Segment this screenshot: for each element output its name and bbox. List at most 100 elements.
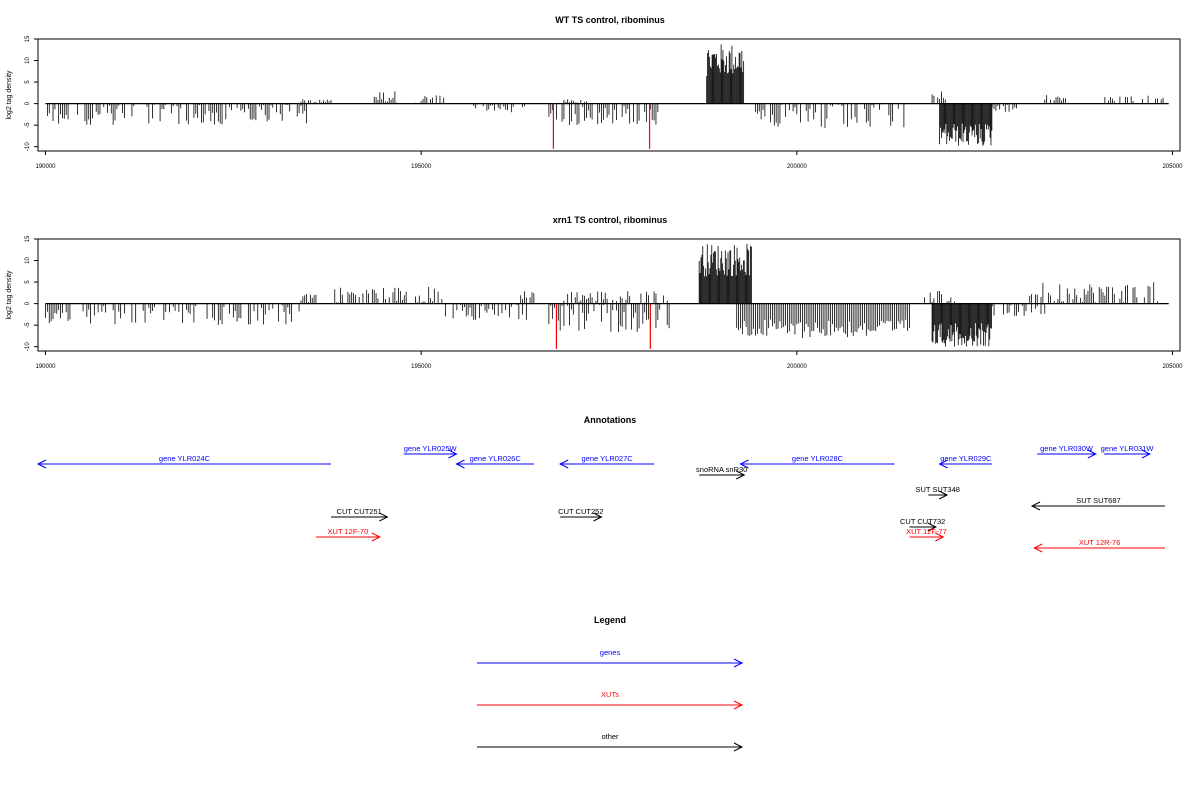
y-tick-label: -5 — [25, 322, 31, 328]
feature-label: XUT 12F-70 — [328, 527, 369, 536]
feature-label: gene YLR026C — [470, 454, 522, 463]
xrn1-y-axis: 15 10 5 0 -5 -10 — [25, 235, 38, 351]
legend-entry: genes — [477, 648, 744, 668]
feature-arrowhead — [1087, 449, 1097, 459]
y-tick-label: 5 — [25, 80, 31, 84]
feature-arrowhead — [1030, 501, 1041, 511]
feature-arrowhead — [379, 512, 389, 522]
legend-title: Legend — [594, 615, 626, 625]
feature-arrowhead — [736, 470, 746, 480]
xrn1-y-axis-label: log2 tag density — [6, 270, 13, 320]
xrn1-panel: xrn1 TS control, ribominus log2 tag dens… — [6, 215, 1183, 370]
wt-panel-title: WT TS control, ribominus — [555, 15, 665, 25]
feature-label: XUT 12R-76 — [1079, 538, 1121, 547]
feature-label: CUT CUT251 — [337, 507, 382, 516]
wt-panel: WT TS control, ribominus log2 tag densit… — [6, 15, 1183, 170]
legend-entry: other — [477, 732, 744, 752]
feature-label: gene YLR027C — [582, 454, 634, 463]
feature-label: gene YLR028C — [792, 454, 844, 463]
wt-plot-frame — [37, 38, 1181, 152]
feature-arrowhead — [1033, 543, 1043, 553]
annotation-feature: CUT CUT252 — [558, 507, 603, 522]
feature-label: SUT SUT348 — [915, 485, 959, 494]
feature-label: gene YLR029C — [940, 454, 992, 463]
feature-label: gene YLR025W — [404, 444, 458, 453]
y-tick-label: 5 — [25, 280, 31, 284]
xrn1-panel-title: xrn1 TS control, ribominus — [553, 215, 668, 225]
feature-label: CUT CUT732 — [900, 517, 945, 526]
legend-arrowhead — [733, 700, 744, 710]
y-tick-label: 0 — [25, 301, 31, 305]
feature-arrowhead — [927, 522, 937, 532]
feature-arrowhead — [371, 532, 381, 542]
x-tick-label: 195000 — [411, 364, 432, 370]
xrn1-x-axis: 190000 195000 200000 205000 — [35, 351, 1183, 370]
feature-label: gene YLR024C — [159, 454, 211, 463]
annotation-feature: SUT SUT687 — [1030, 496, 1165, 511]
wt-y-axis: 15 10 5 0 -5 -10 — [25, 35, 38, 151]
y-tick-label: 15 — [25, 235, 31, 242]
annotation-feature: snoRNA snR30 — [696, 465, 747, 480]
annotation-feature: XUT 12F-77 — [906, 527, 947, 542]
legend-arrowhead — [733, 742, 744, 752]
y-tick-label: 10 — [25, 257, 31, 264]
feature-arrowhead — [938, 490, 949, 500]
x-tick-label: 200000 — [787, 364, 808, 370]
feature-label: SUT SUT687 — [1076, 496, 1120, 505]
annotation-feature: gene YLR024C — [36, 454, 332, 469]
feature-label: XUT 12F-77 — [906, 527, 947, 536]
annotation-feature: gene YLR026C — [455, 454, 534, 469]
legend-arrowhead — [733, 658, 744, 668]
annotations-title: Annotations — [584, 415, 637, 425]
feature-label: CUT CUT252 — [558, 507, 603, 516]
y-tick-label: -5 — [25, 122, 31, 128]
legend-label: other — [601, 732, 619, 741]
annotation-feature: gene YLR031W — [1101, 444, 1155, 459]
wt-data-marks — [45, 44, 1169, 149]
feature-arrowhead — [559, 459, 569, 469]
feature-arrowhead — [1141, 449, 1152, 459]
x-tick-label: 200000 — [787, 164, 808, 170]
legend-entries: genes XUTs other — [477, 648, 744, 752]
annotation-feature: CUT CUT732 — [900, 517, 945, 532]
feature-arrowhead — [739, 459, 749, 469]
x-tick-label: 190000 — [35, 164, 56, 170]
feature-label: gene YLR031W — [1101, 444, 1155, 453]
y-tick-label: 10 — [25, 57, 31, 64]
feature-label: snoRNA snR30 — [696, 465, 747, 474]
legend: Legend genes XUTs other — [477, 615, 744, 752]
y-tick-label: 15 — [25, 35, 31, 42]
annotation-feature: XUT 12F-70 — [315, 527, 381, 542]
x-tick-label: 195000 — [411, 164, 432, 170]
annotation-feature: SUT SUT348 — [915, 485, 960, 500]
annotation-feature: gene YLR025W — [404, 444, 458, 459]
x-tick-label: 205000 — [1162, 364, 1183, 370]
x-tick-label: 205000 — [1162, 164, 1183, 170]
y-tick-label: -10 — [25, 342, 31, 351]
annotation-feature: CUT CUT251 — [331, 507, 389, 522]
annotation-feature: gene YLR030W — [1037, 444, 1097, 459]
feature-arrowhead — [448, 449, 458, 459]
feature-arrowhead — [938, 459, 948, 469]
feature-arrowhead — [593, 512, 603, 522]
legend-label: genes — [600, 648, 621, 657]
legend-entry: XUTs — [477, 690, 744, 710]
feature-arrowhead — [36, 459, 47, 469]
legend-label: XUTs — [601, 690, 619, 699]
annotation-feature: gene YLR029C — [938, 454, 993, 469]
wt-x-axis: 190000 195000 200000 205000 — [35, 151, 1183, 170]
x-tick-label: 190000 — [35, 364, 56, 370]
annotation-features: gene YLR024C gene YLR025W gene YLR026C gene… — [36, 444, 1165, 553]
y-tick-label: 0 — [25, 101, 31, 105]
y-tick-label: -10 — [25, 142, 31, 151]
annotation-feature: gene YLR028C — [739, 454, 895, 469]
annotation-feature: XUT 12R-76 — [1033, 538, 1165, 553]
annotation-feature: gene YLR027C — [559, 454, 655, 469]
xrn1-data-marks — [45, 243, 1169, 349]
wt-y-axis-label: log2 tag density — [6, 70, 13, 120]
feature-label: gene YLR030W — [1040, 444, 1094, 453]
feature-arrowhead — [935, 532, 945, 542]
